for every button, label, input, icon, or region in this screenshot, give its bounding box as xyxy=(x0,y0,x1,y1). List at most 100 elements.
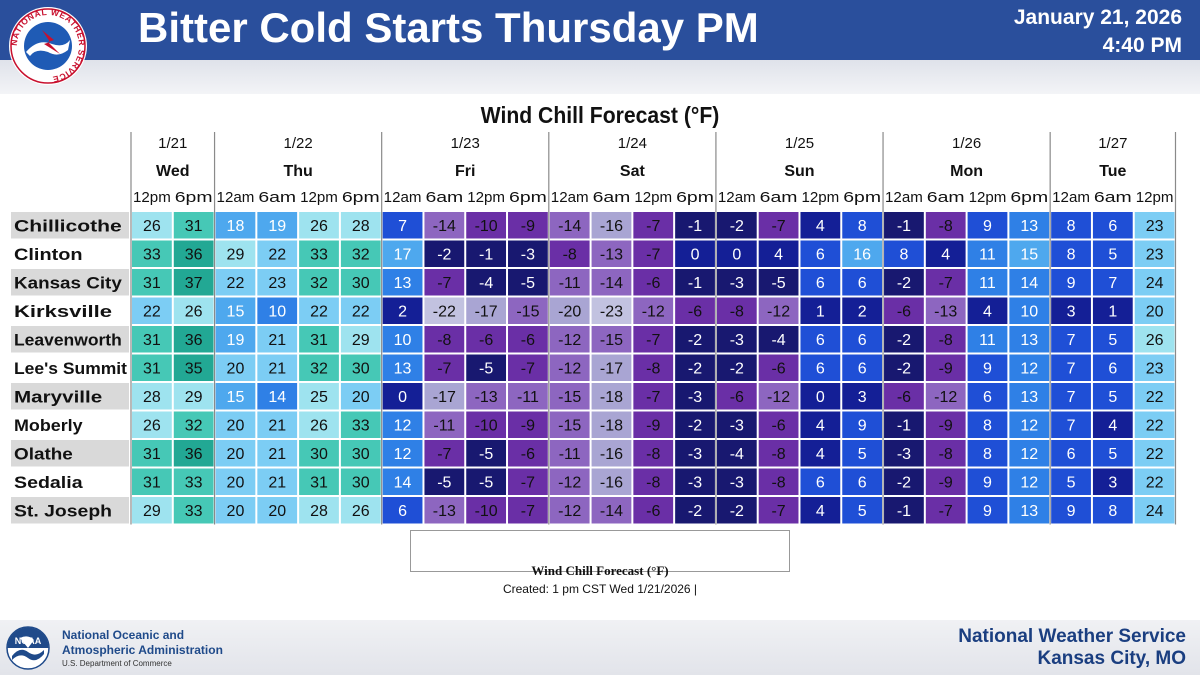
location-cell xyxy=(11,468,129,495)
wind-chill-cell xyxy=(884,383,924,410)
wind-chill-cell xyxy=(758,297,799,324)
wind-chill-value: 17 xyxy=(394,246,412,263)
wind-chill-cell xyxy=(967,240,1008,267)
location-label: Chillicothe xyxy=(14,216,122,235)
wind-chill-value: -14 xyxy=(600,503,623,520)
wind-chill-value: 2 xyxy=(858,303,867,320)
wind-chill-cell xyxy=(340,383,381,410)
wind-chill-value: -8 xyxy=(646,474,660,491)
wind-chill-cell xyxy=(466,383,507,410)
wind-chill-value: 22 xyxy=(1146,417,1164,434)
colorbar-title: Wind Chill Forecast (°F) xyxy=(531,563,669,578)
wind-chill-value: -6 xyxy=(479,332,493,349)
location-label: Clinton xyxy=(14,245,83,264)
wind-chill-cell xyxy=(382,240,423,267)
wind-chill-cell xyxy=(257,411,298,438)
wind-chill-value: -12 xyxy=(642,303,665,320)
wind-chill-value: 6 xyxy=(858,275,867,292)
wind-chill-value: 0 xyxy=(816,389,825,406)
wind-chill-value: 28 xyxy=(310,503,328,520)
wind-chill-cell xyxy=(967,297,1008,324)
wind-chill-value: -3 xyxy=(688,446,702,463)
wind-chill-cell xyxy=(173,297,214,324)
location-label: St. Joseph xyxy=(14,501,112,520)
wind-chill-cell xyxy=(1134,440,1175,467)
wind-chill-cell xyxy=(1134,326,1175,353)
wind-chill-value: -7 xyxy=(437,446,451,463)
wind-chill-value: -12 xyxy=(934,389,957,406)
wind-chill-cell xyxy=(925,383,966,410)
header-bar xyxy=(0,0,1200,60)
wind-chill-value: 4 xyxy=(816,446,825,463)
wind-chill-cell xyxy=(466,297,507,324)
time-label: 6pm xyxy=(676,189,714,206)
wind-chill-value: -2 xyxy=(730,360,744,377)
wind-chill-value: 23 xyxy=(268,275,286,292)
wind-chill-cell xyxy=(549,383,590,410)
wind-chill-cell xyxy=(925,297,966,324)
wind-chill-cell xyxy=(508,240,548,267)
wind-chill-value: 36 xyxy=(185,246,203,263)
wind-chill-cell xyxy=(1092,212,1133,239)
wind-chill-cell xyxy=(675,297,715,324)
wind-chill-value: 30 xyxy=(352,275,370,292)
wind-chill-value: 5 xyxy=(1108,389,1117,406)
wind-chill-value: -3 xyxy=(730,332,744,349)
wind-chill-value: -12 xyxy=(767,389,790,406)
wind-chill-value: 26 xyxy=(310,417,328,434)
wind-chill-value: 7 xyxy=(1067,332,1076,349)
wind-chill-cell xyxy=(424,297,465,324)
wind-chill-value: 9 xyxy=(1067,275,1076,292)
wind-chill-value: 15 xyxy=(1020,246,1038,263)
wind-chill-cell xyxy=(132,240,172,267)
location-cell xyxy=(11,212,129,239)
wind-chill-cell xyxy=(800,468,841,495)
wind-chill-cell xyxy=(549,297,590,324)
wind-chill-cell xyxy=(382,440,423,467)
wind-chill-cell xyxy=(716,411,757,438)
wind-chill-value: -7 xyxy=(939,503,953,520)
wind-chill-value: 20 xyxy=(227,446,245,463)
wind-chill-cell xyxy=(1092,297,1133,324)
wind-chill-cell xyxy=(1134,240,1175,267)
wind-chill-cell xyxy=(758,411,799,438)
wind-chill-cell xyxy=(257,297,298,324)
wind-chill-value: 22 xyxy=(310,303,328,320)
wind-chill-cell xyxy=(132,440,172,467)
wind-chill-value: 20 xyxy=(352,389,370,406)
wind-chill-cell xyxy=(591,240,632,267)
wind-chill-value: -7 xyxy=(646,218,660,235)
location-label: Lee's Summit xyxy=(14,359,127,378)
wind-chill-cell xyxy=(1009,326,1050,353)
wind-chill-cell xyxy=(842,383,883,410)
wind-chill-cell xyxy=(1009,297,1050,324)
wind-chill-cell xyxy=(925,411,966,438)
wind-chill-cell xyxy=(1092,497,1133,524)
wind-chill-value: 6 xyxy=(858,360,867,377)
wind-chill-value: 23 xyxy=(1146,218,1164,235)
wind-chill-value: 5 xyxy=(858,503,867,520)
wind-chill-value: -1 xyxy=(897,417,911,434)
wind-chill-value: 30 xyxy=(352,446,370,463)
day-date-label: 1/24 xyxy=(618,135,647,152)
chart-title: Wind Chill Forecast (°F) xyxy=(480,102,720,128)
wind-chill-cell xyxy=(508,411,548,438)
wind-chill-cell xyxy=(299,240,339,267)
wind-chill-cell xyxy=(257,497,298,524)
wind-chill-value: 11 xyxy=(979,332,996,349)
wind-chill-cell xyxy=(675,269,715,296)
wind-chill-cell xyxy=(508,383,548,410)
wind-chill-cell xyxy=(716,240,757,267)
wind-chill-value: -3 xyxy=(688,474,702,491)
wind-chill-value: 6 xyxy=(816,275,825,292)
wind-chill-cell xyxy=(549,269,590,296)
wind-chill-value: -8 xyxy=(646,360,660,377)
noaa-logo-icon: NOAA xyxy=(6,626,50,670)
wind-chill-cell xyxy=(132,212,172,239)
wind-chill-cell xyxy=(215,354,256,381)
day-name-label: Sat xyxy=(620,163,646,180)
wind-chill-cell xyxy=(382,411,423,438)
wind-chill-value: 30 xyxy=(352,360,370,377)
wind-chill-value: -12 xyxy=(558,332,581,349)
wind-chill-cell xyxy=(1092,440,1133,467)
